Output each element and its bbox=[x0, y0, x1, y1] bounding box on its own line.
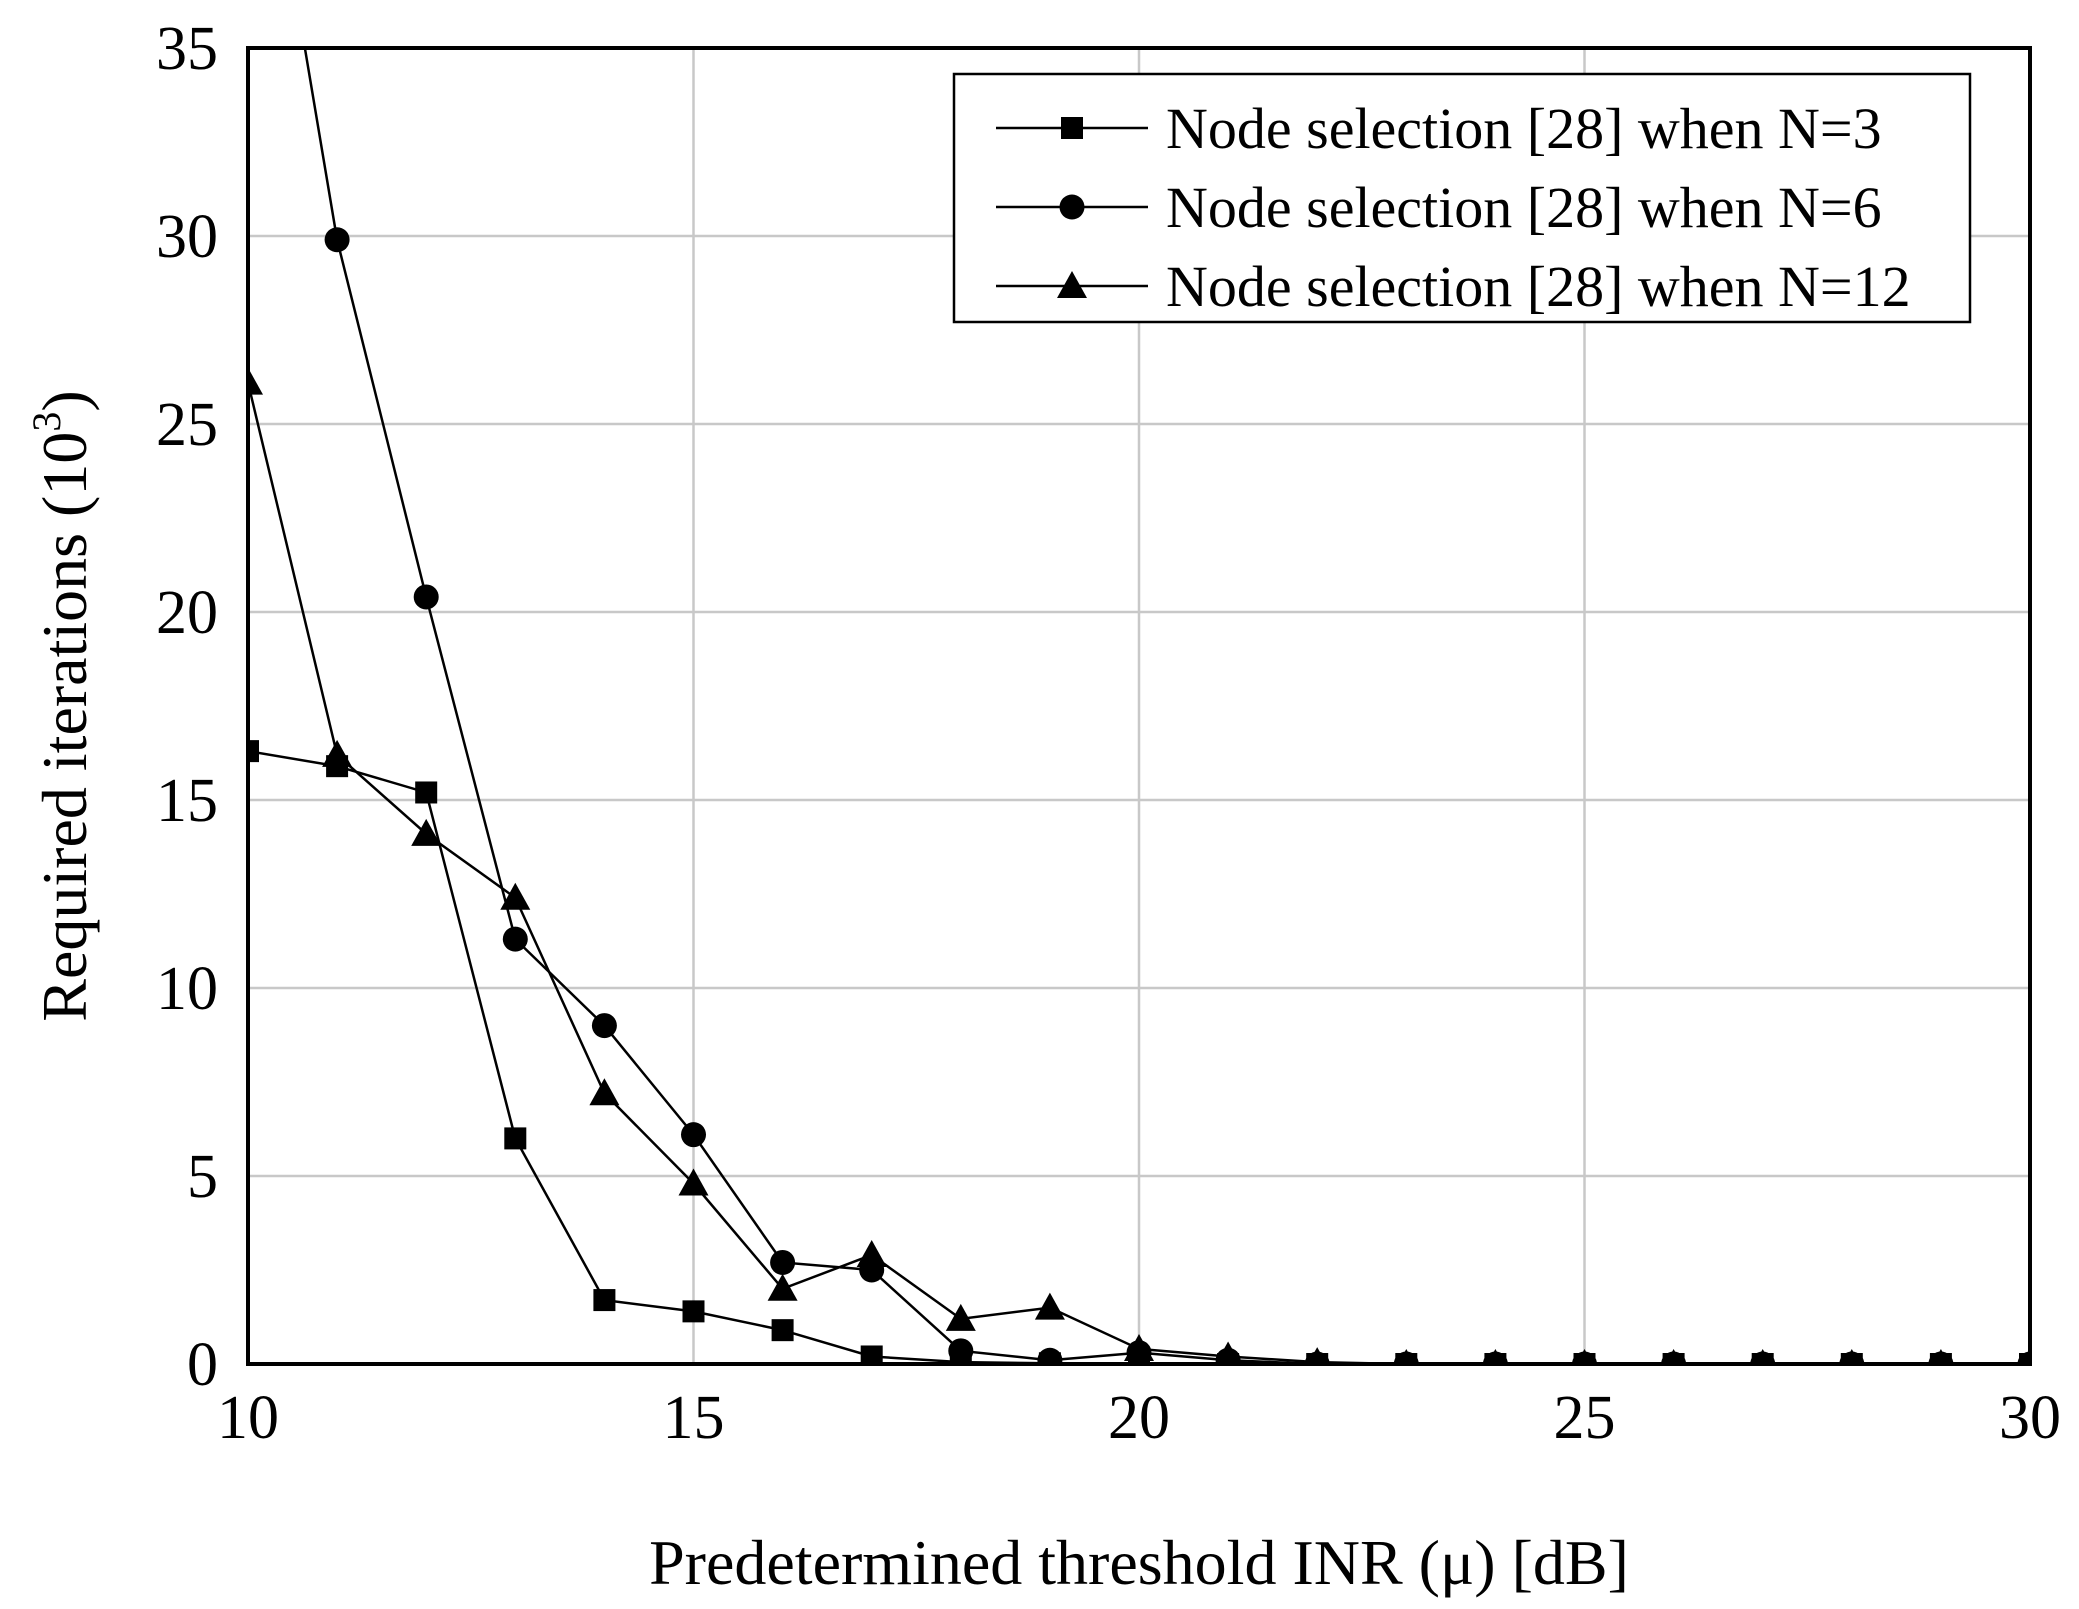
x-tick-label: 30 bbox=[1999, 1384, 2061, 1452]
y-axis-title-superscript: 3 bbox=[24, 412, 69, 432]
data-point-circle bbox=[502, 926, 528, 952]
x-tick-label: 10 bbox=[217, 1384, 279, 1452]
data-point-circle bbox=[591, 1013, 617, 1039]
legend-label: Node selection [28] when N=12 bbox=[1166, 254, 1911, 319]
y-tick-label: 0 bbox=[187, 1331, 218, 1399]
data-point-circle bbox=[1037, 1347, 1063, 1364]
y-tick-label: 5 bbox=[187, 1143, 218, 1211]
series-line-square bbox=[248, 749, 2030, 1364]
data-point-square bbox=[248, 740, 259, 763]
x-axis-title: Predetermined threshold INR (μ) [dB] bbox=[649, 1527, 1629, 1598]
x-tick-label: 20 bbox=[1108, 1384, 1170, 1452]
y-tick-label: 25 bbox=[156, 391, 218, 459]
data-point-triangle bbox=[500, 882, 531, 910]
data-point-square bbox=[682, 1300, 705, 1323]
legend-marker-circle bbox=[1059, 194, 1085, 220]
data-point-triangle bbox=[411, 818, 442, 846]
data-point-triangle bbox=[1307, 1347, 1327, 1364]
x-tick-labels: 10 15 20 25 30 bbox=[217, 1384, 2061, 1452]
legend-marker-square bbox=[1061, 117, 1083, 139]
data-point-square bbox=[860, 1345, 883, 1364]
y-tick-label: 35 bbox=[156, 15, 218, 83]
data-point-triangle bbox=[322, 739, 353, 767]
data-point-triangle bbox=[2021, 1349, 2030, 1364]
data-point-circle bbox=[681, 1122, 706, 1148]
data-point-triangle bbox=[1397, 1349, 1415, 1364]
y-axis-title-main: Required iterations (10 bbox=[29, 432, 100, 1022]
y-tick-labels: 0 5 10 15 20 25 30 35 bbox=[156, 15, 218, 1399]
data-point-square bbox=[504, 1127, 527, 1150]
data-point-triangle bbox=[678, 1168, 709, 1196]
x-tick-label: 15 bbox=[663, 1384, 725, 1452]
y-tick-label: 30 bbox=[156, 203, 218, 271]
y-tick-label: 15 bbox=[156, 767, 218, 835]
y-tick-label: 10 bbox=[156, 955, 218, 1023]
data-point-circle bbox=[324, 227, 350, 253]
legend-marker-triangle bbox=[1057, 271, 1087, 298]
data-point-triangle bbox=[1576, 1349, 1593, 1364]
data-point-triangle bbox=[589, 1078, 620, 1106]
data-point-triangle bbox=[1487, 1349, 1504, 1364]
y-axis-title: Required iterations (103) bbox=[24, 390, 100, 1021]
legend-box bbox=[952, 72, 1972, 324]
plot-frame bbox=[246, 46, 2032, 1366]
legend: Node selection [28] when N=3 Node selecti… bbox=[952, 72, 1972, 324]
data-point-triangle bbox=[1034, 1292, 1065, 1320]
data-point-circle bbox=[413, 584, 439, 610]
data-point-triangle bbox=[856, 1239, 887, 1267]
legend-label: Node selection [28] when N=6 bbox=[1166, 175, 1882, 240]
data-point-square bbox=[415, 781, 438, 804]
data-point-triangle bbox=[1665, 1349, 1682, 1364]
data-point-triangle bbox=[1215, 1341, 1241, 1364]
data-point-triangle bbox=[1843, 1349, 1861, 1364]
data-point-triangle bbox=[1754, 1349, 1772, 1364]
legend-label: Node selection [28] when N=3 bbox=[1166, 96, 1882, 161]
data-point-triangle bbox=[248, 367, 263, 395]
y-tick-label: 20 bbox=[156, 579, 218, 647]
data-point-triangle bbox=[945, 1303, 976, 1331]
data-point-triangle bbox=[1932, 1349, 1950, 1364]
data-point-circle bbox=[948, 1338, 974, 1364]
y-axis-title-close: ) bbox=[29, 390, 100, 411]
marker-layer bbox=[248, 227, 2030, 1364]
data-point-triangle bbox=[1124, 1333, 1154, 1361]
data-point-square bbox=[593, 1289, 616, 1312]
data-point-triangle bbox=[767, 1273, 798, 1301]
data-point-square bbox=[771, 1319, 794, 1342]
data-point-circle bbox=[770, 1249, 796, 1275]
x-tick-label: 25 bbox=[1554, 1384, 1616, 1452]
